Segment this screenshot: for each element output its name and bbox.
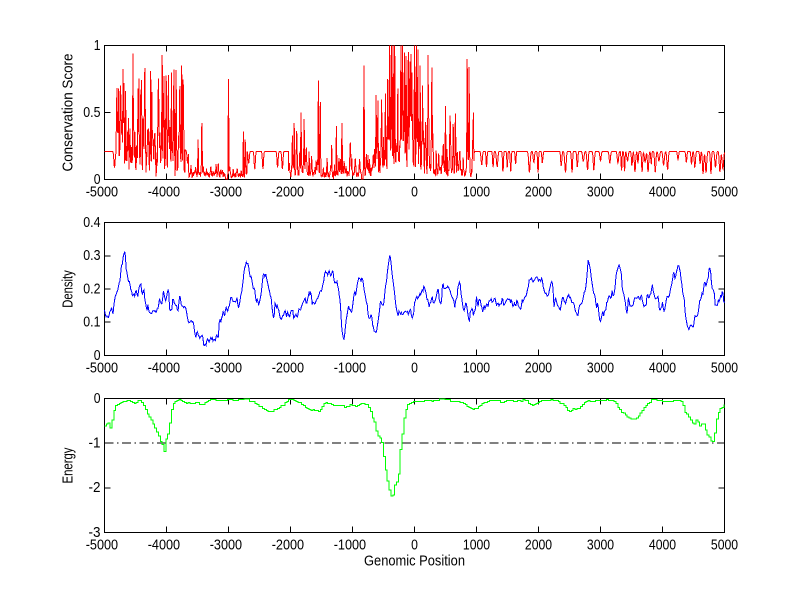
svg-text:-5000: -5000: [86, 361, 118, 377]
svg-text:0.4: 0.4: [83, 215, 100, 231]
svg-text:-3000: -3000: [210, 361, 242, 377]
svg-text:-4000: -4000: [148, 361, 180, 377]
svg-text:3000: 3000: [587, 361, 614, 377]
svg-text:4000: 4000: [649, 538, 676, 554]
svg-text:-1: -1: [89, 436, 101, 452]
svg-text:1: 1: [94, 38, 101, 54]
svg-text:Genomic Position: Genomic Position: [364, 553, 465, 569]
svg-text:0.1: 0.1: [83, 315, 100, 331]
svg-text:1000: 1000: [463, 185, 490, 201]
svg-text:-2000: -2000: [272, 361, 304, 377]
svg-text:3000: 3000: [587, 185, 614, 201]
svg-text:0: 0: [94, 172, 101, 188]
svg-text:5000: 5000: [711, 538, 738, 554]
svg-text:0: 0: [94, 391, 101, 407]
svg-text:-1000: -1000: [334, 361, 366, 377]
svg-text:2000: 2000: [525, 538, 552, 554]
svg-text:-2000: -2000: [272, 538, 304, 554]
svg-text:0: 0: [94, 348, 101, 364]
svg-text:5000: 5000: [711, 185, 738, 201]
svg-text:2000: 2000: [525, 185, 552, 201]
svg-text:3000: 3000: [587, 538, 614, 554]
svg-text:2000: 2000: [525, 361, 552, 377]
svg-text:1000: 1000: [463, 361, 490, 377]
svg-text:-2000: -2000: [272, 185, 304, 201]
svg-text:Conservation Score: Conservation Score: [61, 54, 77, 172]
svg-text:-3: -3: [89, 525, 101, 541]
svg-text:-5000: -5000: [86, 185, 118, 201]
svg-text:1000: 1000: [463, 538, 490, 554]
svg-text:4000: 4000: [649, 361, 676, 377]
svg-text:0: 0: [411, 185, 418, 201]
svg-text:Energy: Energy: [61, 447, 77, 484]
svg-text:0.3: 0.3: [83, 248, 100, 264]
svg-text:-3000: -3000: [210, 538, 242, 554]
svg-text:-1000: -1000: [334, 185, 366, 201]
svg-text:-4000: -4000: [148, 538, 180, 554]
svg-text:0: 0: [411, 361, 418, 377]
svg-text:Density: Density: [61, 270, 77, 308]
svg-text:0.5: 0.5: [83, 105, 100, 121]
svg-text:-5000: -5000: [86, 538, 118, 554]
svg-text:4000: 4000: [649, 185, 676, 201]
svg-text:0.2: 0.2: [83, 281, 100, 297]
svg-text:-4000: -4000: [148, 185, 180, 201]
svg-text:0: 0: [411, 538, 418, 554]
svg-text:-2: -2: [89, 480, 101, 496]
svg-text:5000: 5000: [711, 361, 738, 377]
svg-text:-3000: -3000: [210, 185, 242, 201]
svg-text:-1000: -1000: [334, 538, 366, 554]
